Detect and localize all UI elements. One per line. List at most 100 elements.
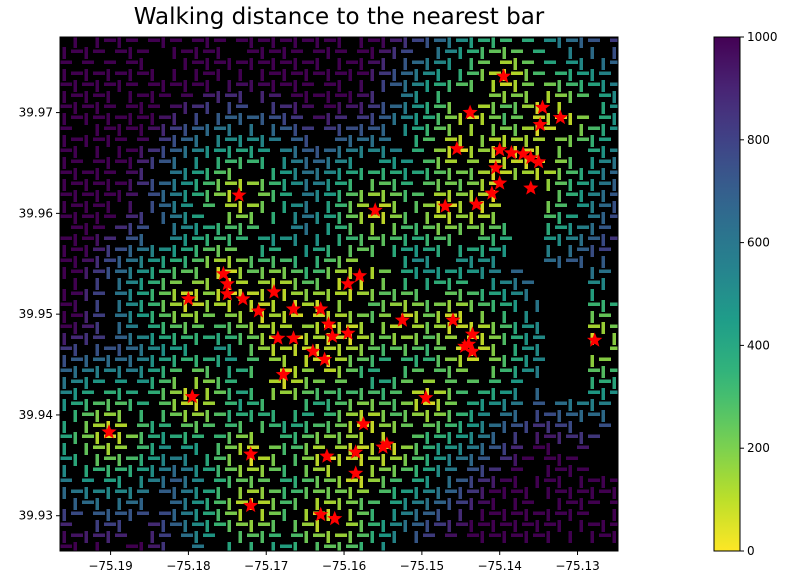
street-segment (502, 509, 506, 521)
street-segment (93, 379, 105, 383)
street-segment (280, 126, 292, 130)
street-segment (126, 324, 138, 328)
street-segment (172, 509, 176, 521)
street-segment (238, 465, 242, 477)
street-segment (423, 467, 435, 471)
street-segment (128, 399, 132, 411)
bar-marker (270, 330, 286, 345)
street-segment (236, 368, 248, 372)
street-segment (73, 542, 77, 551)
street-segment (357, 93, 369, 97)
street-segment (480, 443, 484, 455)
street-segment (555, 159, 567, 163)
street-segment (71, 137, 83, 141)
street-segment (271, 168, 275, 180)
street-segment (282, 421, 286, 433)
street-segment (546, 179, 550, 191)
street-segment (227, 80, 231, 92)
street-segment (557, 168, 561, 180)
street-segment (348, 355, 352, 367)
street-segment (236, 214, 248, 218)
street-segment (434, 412, 446, 416)
street-segment (260, 531, 264, 543)
street-segment (326, 487, 330, 499)
street-segment (590, 69, 594, 81)
street-segment (148, 390, 160, 394)
street-segment (557, 520, 561, 532)
street-segment (62, 201, 66, 213)
street-segment (511, 335, 523, 339)
colorbar-tick-label: 0 (747, 544, 755, 558)
street-segment (159, 423, 171, 427)
street-segment (546, 487, 550, 499)
street-segment (522, 60, 534, 64)
street-segment (544, 258, 556, 262)
street-segment (159, 313, 171, 317)
street-segment (335, 269, 347, 273)
street-segment (535, 432, 539, 444)
street-segment (335, 313, 347, 317)
street-segment (192, 60, 204, 64)
street-segment (282, 69, 286, 81)
street-segment (368, 192, 380, 196)
street-segment (315, 454, 319, 466)
street-segment (161, 520, 165, 532)
street-segment (412, 170, 424, 174)
street-segment (247, 159, 259, 163)
street-segment (62, 421, 66, 433)
street-segment (588, 280, 600, 284)
street-segment (403, 278, 407, 290)
street-segment (313, 445, 325, 449)
street-segment (216, 179, 220, 191)
bar-marker (379, 436, 395, 451)
street-segment (214, 434, 226, 438)
street-segment (236, 148, 248, 152)
street-segment (335, 181, 347, 185)
street-segment (414, 289, 418, 301)
street-segment (348, 223, 352, 235)
street-segment (566, 60, 578, 64)
street-segment (216, 509, 220, 521)
street-segment (159, 159, 171, 163)
street-segment (610, 170, 618, 174)
street-segment (368, 38, 380, 42)
street-segment (172, 465, 176, 477)
street-segment (480, 399, 484, 411)
street-segment (436, 179, 440, 191)
street-segment (302, 324, 314, 328)
street-segment (302, 38, 314, 42)
street-segment (324, 390, 336, 394)
street-segment (249, 58, 253, 70)
street-segment (423, 137, 435, 141)
street-segment (555, 203, 567, 207)
street-segment (315, 190, 319, 202)
street-segment (205, 124, 209, 136)
street-segment (214, 302, 226, 306)
street-segment (500, 522, 512, 526)
street-segment (610, 38, 618, 42)
street-segment (170, 126, 182, 130)
street-segment (104, 236, 116, 240)
street-segment (60, 82, 72, 86)
street-segment (203, 335, 215, 339)
street-segment (469, 322, 473, 334)
street-segment (137, 511, 149, 515)
street-segment (148, 456, 160, 460)
street-segment (478, 258, 490, 262)
street-segment (326, 509, 330, 521)
street-segment (60, 390, 72, 394)
street-segment (304, 531, 308, 543)
street-segment (247, 49, 259, 53)
street-segment (181, 49, 193, 53)
street-segment (511, 401, 523, 405)
street-segment (159, 489, 171, 493)
street-segment (513, 410, 517, 422)
street-segment (183, 322, 187, 334)
street-segment (469, 410, 473, 422)
street-segment (227, 190, 231, 202)
street-segment (203, 291, 215, 295)
street-segment (203, 357, 215, 361)
street-segment (524, 333, 528, 345)
street-segment (137, 489, 149, 493)
street-segment (280, 346, 292, 350)
